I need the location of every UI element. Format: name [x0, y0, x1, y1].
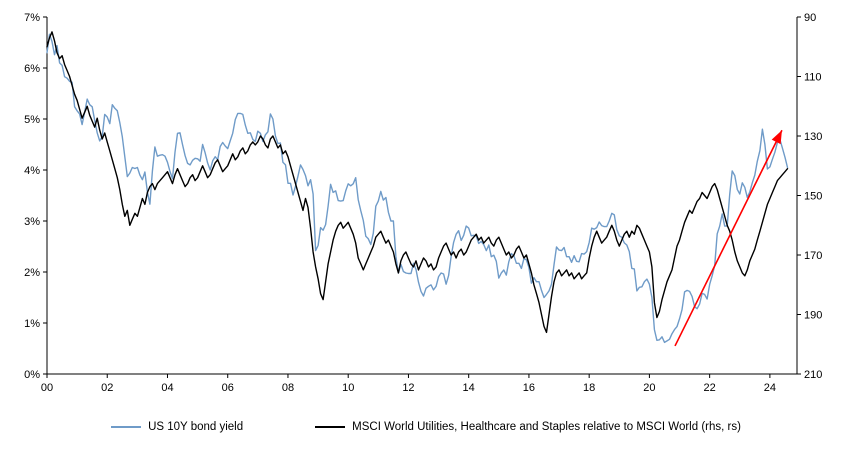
legend-item-msci-relative: MSCI World Utilities, Healthcare and Sta… [315, 421, 741, 433]
x-axis-tick-label: 00 [41, 382, 53, 394]
right-axis-tick-label: 110 [804, 72, 822, 84]
legend-item-bond-yield: US 10Y bond yield [111, 421, 243, 433]
x-axis-tick-label: 14 [463, 382, 475, 394]
legend-label-msci-relative: MSCI World Utilities, Healthcare and Sta… [352, 421, 741, 433]
trend-arrow-head-icon [771, 130, 782, 145]
black-line-swatch-icon [315, 426, 346, 428]
x-axis-tick-label: 10 [342, 382, 354, 394]
left-axis-tick-label: 4% [24, 165, 40, 177]
msci-relative-line [46, 31, 789, 334]
x-axis-tick-label: 18 [583, 382, 595, 394]
bond-yield-line [46, 33, 789, 344]
left-axis-tick-label: 6% [24, 63, 40, 75]
right-axis-tick-label: 190 [804, 310, 822, 322]
right-axis-tick-label: 210 [804, 369, 822, 381]
right-axis-tick-label: 150 [804, 191, 822, 203]
x-axis-tick-label: 22 [704, 382, 716, 394]
right-axis-tick-label: 130 [804, 131, 822, 143]
x-axis-tick-label: 08 [282, 382, 294, 394]
blue-line-swatch-icon [111, 426, 142, 428]
left-axis-tick-label: 2% [24, 267, 40, 279]
x-axis-tick-label: 16 [523, 382, 535, 394]
x-axis-tick-label: 24 [764, 382, 776, 394]
left-axis-tick-label: 3% [24, 216, 40, 228]
x-axis-tick-label: 06 [222, 382, 234, 394]
x-axis-tick-label: 02 [101, 382, 113, 394]
right-axis-tick-label: 90 [804, 12, 816, 24]
right-axis-tick-label: 170 [804, 250, 822, 262]
left-axis-tick-label: 0% [24, 369, 40, 381]
left-axis-tick-label: 5% [24, 114, 40, 126]
x-axis-tick-label: 20 [643, 382, 655, 394]
left-axis-tick-label: 1% [24, 318, 40, 330]
chart-legend: US 10Y bond yield MSCI World Utilities, … [0, 421, 852, 433]
x-axis-tick-label: 04 [161, 382, 173, 394]
left-axis-tick-label: 7% [24, 12, 40, 24]
chart-canvas: 0% 1% 2% 3% 4% 5% 6% 7% 90 110 130 150 170 190 210 00 02… [24, 12, 822, 394]
legend-label-bond-yield: US 10Y bond yield [148, 421, 244, 433]
trend-arrow-shaft [674, 129, 783, 347]
x-axis-tick-label: 12 [402, 382, 414, 394]
